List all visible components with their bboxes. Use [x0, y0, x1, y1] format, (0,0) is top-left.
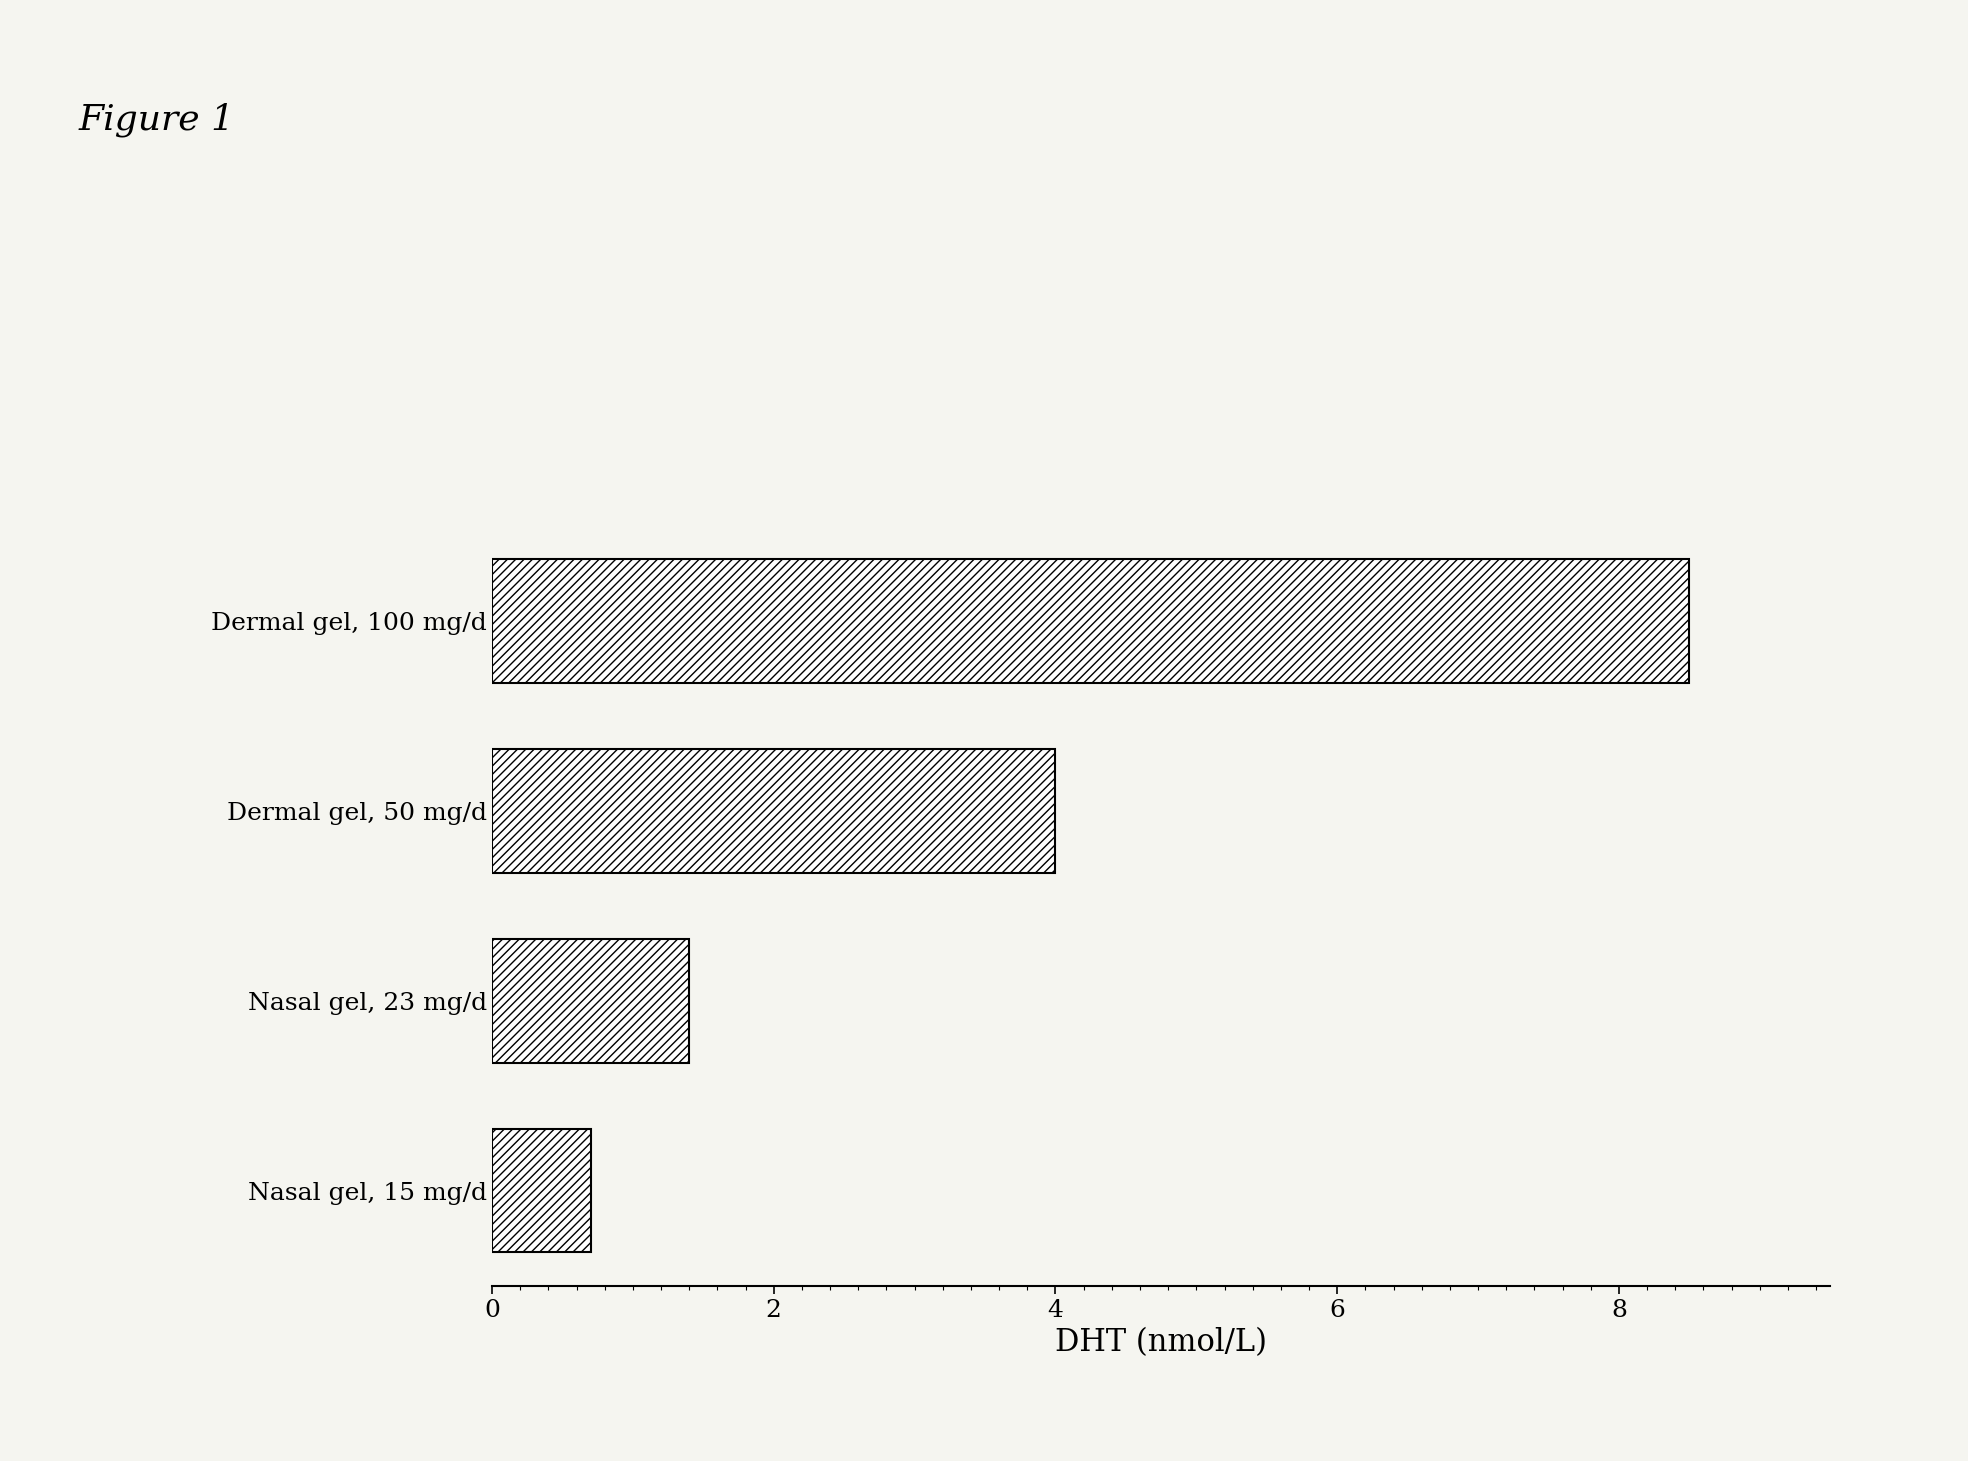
Bar	[492, 560, 1689, 682]
Bar	[492, 749, 1055, 872]
Bar	[492, 1129, 590, 1252]
Text: Figure 1: Figure 1	[79, 102, 234, 137]
Bar	[492, 939, 689, 1062]
X-axis label: DHT (nmol/L): DHT (nmol/L)	[1055, 1328, 1267, 1359]
